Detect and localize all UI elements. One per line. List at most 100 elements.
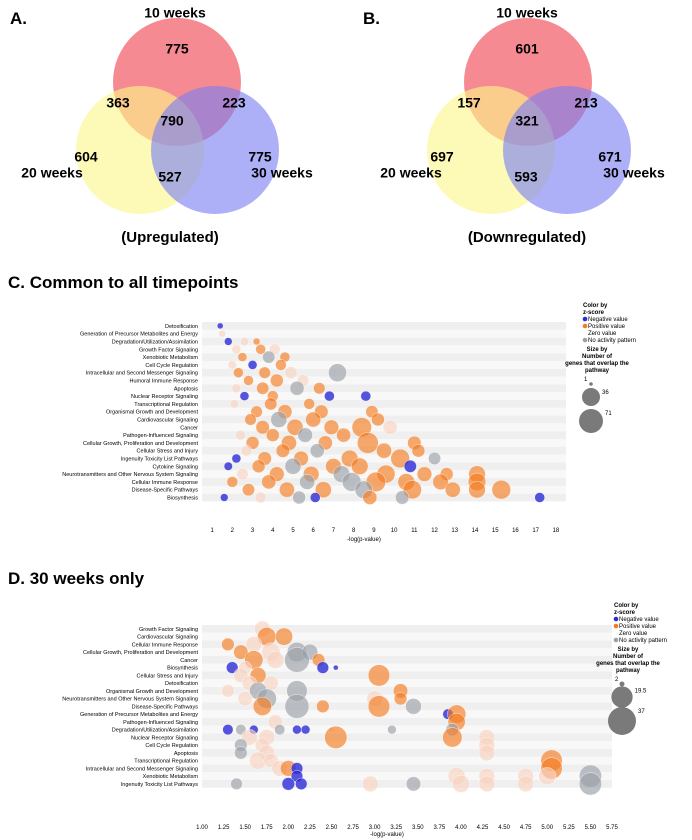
- bubble: [262, 350, 276, 364]
- legend-size-subtitle: genes that overlap the: [565, 361, 629, 367]
- row-band: [202, 663, 612, 672]
- bubble: [336, 427, 351, 443]
- x-tick-label: 4.50: [498, 825, 510, 831]
- row-band: [202, 400, 566, 408]
- legend-swatch: [613, 623, 619, 629]
- legend-size-bubble: [619, 681, 625, 687]
- row-band: [202, 741, 612, 749]
- bubble: [235, 429, 246, 441]
- x-tick-label: 7: [332, 528, 336, 534]
- bubble: [255, 344, 266, 355]
- bubble: [226, 476, 238, 488]
- category-label: Intracellular and Second Messenger Signa…: [86, 766, 198, 772]
- bubble: [478, 775, 496, 793]
- category-label: Cellular Stress and Injury: [137, 449, 199, 455]
- x-axis-label: -log(p-value): [370, 832, 404, 838]
- bubble: [310, 492, 321, 503]
- x-tick-label: 5.50: [585, 825, 597, 831]
- category-label: Biosynthesis: [167, 496, 198, 502]
- x-tick-label: 1.50: [239, 825, 251, 831]
- category-label: Pathogen-Influenced Signaling: [123, 720, 198, 726]
- count-b-c: 527: [158, 169, 182, 185]
- row-band: [202, 733, 612, 742]
- bubble: [442, 727, 463, 748]
- legend-size-bubble: [608, 707, 636, 735]
- bubble: [227, 360, 237, 370]
- bubble: [230, 777, 243, 790]
- row-band: [202, 640, 612, 649]
- bubble: [233, 644, 249, 660]
- bubble: [231, 453, 242, 464]
- circle-30-weeks: [151, 86, 279, 214]
- bubble: [251, 459, 266, 474]
- x-tick-label: 3.75: [434, 825, 446, 831]
- bubble: [236, 468, 249, 481]
- bubble: [405, 698, 422, 715]
- legend-color-subtitle: z-score: [583, 310, 605, 316]
- row-band: [202, 679, 612, 687]
- bubble: [237, 691, 253, 707]
- bubble: [333, 664, 339, 671]
- bubble: [237, 352, 248, 362]
- bubble: [284, 457, 302, 475]
- x-tick-label: 4: [271, 528, 275, 534]
- legend-size-label: 2: [615, 677, 619, 683]
- row-band: [202, 493, 566, 502]
- label-10-weeks: 10 weeks: [144, 5, 206, 21]
- x-tick-label: 2: [231, 528, 235, 534]
- row-band: [202, 431, 566, 439]
- bubble: [411, 443, 426, 458]
- bubble: [478, 744, 496, 762]
- bubble: [323, 419, 340, 435]
- bubble: [254, 491, 267, 504]
- category-label: Nuclear Receptor Signaling: [131, 735, 198, 741]
- bubble: [297, 427, 313, 443]
- legend-size-title: Size by: [618, 647, 639, 653]
- legend-item: No activity pattern: [588, 338, 636, 344]
- legend-size-title: Size by: [587, 347, 608, 353]
- bubble: [313, 382, 326, 395]
- bubble: [284, 366, 298, 380]
- x-tick-label: 2.00: [282, 825, 294, 831]
- venn-downregulated: B. 601 157 213 321 697 593 671 10 weeks 20 weeks 3…: [363, 5, 665, 246]
- x-tick-label: 17: [532, 528, 539, 534]
- bubble-chart-30-weeks: D. 30 weeks only Growth Factor Signaling C…: [8, 569, 667, 838]
- label-20-weeks: 20 weeks: [21, 165, 83, 181]
- category-label: Xenobiotic Metabolism: [143, 355, 199, 361]
- legend-size-subtitle: Number of: [582, 354, 613, 360]
- bubble: [243, 375, 254, 386]
- row-band: [202, 648, 612, 656]
- bubble: [517, 775, 534, 793]
- row-band: [202, 353, 566, 361]
- bubble: [289, 380, 305, 396]
- row-band: [202, 632, 612, 641]
- bubble: [303, 398, 315, 410]
- row-band: [202, 345, 566, 354]
- x-tick-label: 14: [472, 528, 479, 534]
- bubble: [368, 695, 390, 718]
- legend-swatch: [613, 616, 619, 622]
- panel-letter: A.: [10, 9, 27, 28]
- bubble: [328, 363, 347, 382]
- legend-size-subtitle: Number of: [613, 654, 644, 660]
- category-label: Generation of Precursor Metabolites and …: [80, 332, 198, 338]
- x-tick-label: 4.75: [520, 825, 532, 831]
- bubble: [579, 772, 602, 796]
- x-tick-label: 3.25: [390, 825, 402, 831]
- legend-swatch: [582, 323, 588, 329]
- legend-swatch: [582, 337, 588, 343]
- bubble: [387, 724, 397, 735]
- bubble: [292, 724, 302, 735]
- category-label: Neurotransmitters and Other Nervous Syst…: [62, 697, 198, 703]
- bubble: [279, 481, 295, 498]
- row-band: [202, 337, 566, 346]
- legend-color-title: Color by: [614, 603, 639, 609]
- row-band: [202, 764, 612, 773]
- category-label: Pathogen-Influenced Signaling: [123, 433, 198, 439]
- count-only-a: 775: [165, 41, 189, 57]
- bubble: [256, 381, 270, 395]
- bubble: [428, 452, 441, 465]
- bubble: [274, 724, 286, 736]
- x-tick-label: 8: [352, 528, 356, 534]
